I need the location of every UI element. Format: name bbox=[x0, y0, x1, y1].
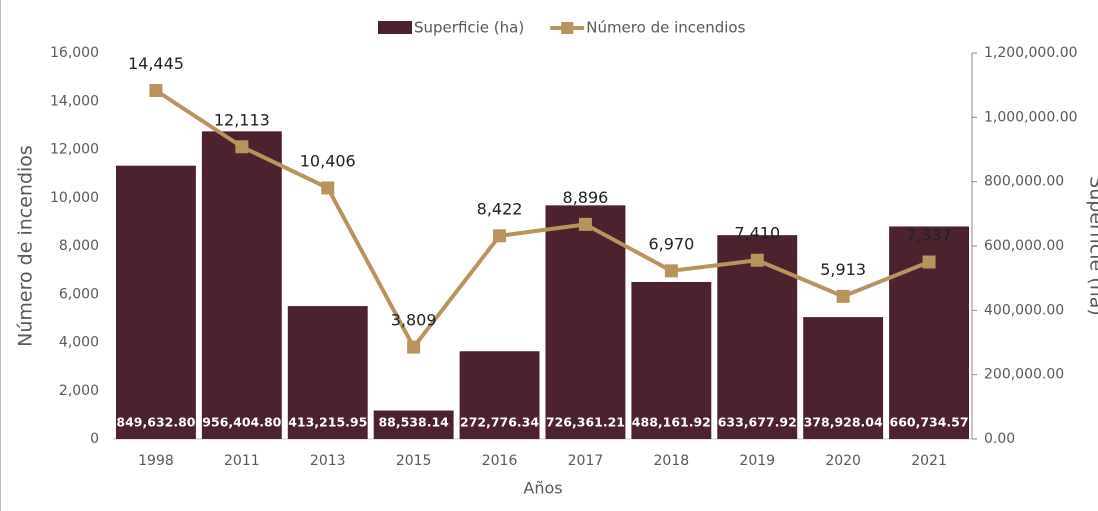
bar-value-label: 378,928.04 bbox=[804, 415, 883, 430]
line-marker bbox=[493, 229, 507, 243]
line-marker bbox=[407, 340, 421, 354]
x-tick-label: 2011 bbox=[224, 453, 260, 469]
bar bbox=[717, 235, 798, 439]
y2-tick-label: 400,000.00 bbox=[984, 302, 1064, 318]
legend-label: Superficie (ha) bbox=[414, 19, 524, 37]
y-tick-label: 6,000 bbox=[59, 286, 99, 302]
line-value-label: 7,337 bbox=[906, 225, 952, 244]
line-value-label: 10,406 bbox=[300, 151, 356, 170]
bar bbox=[459, 351, 540, 439]
x-tick-label: 2017 bbox=[568, 453, 604, 469]
y2-tick-label: 800,000.00 bbox=[984, 174, 1064, 190]
bar-value-label: 413,215.95 bbox=[288, 415, 367, 430]
y-tick-label: 2,000 bbox=[59, 383, 99, 399]
bar-value-label: 633,677.92 bbox=[718, 415, 797, 430]
x-tick-label: 2018 bbox=[654, 453, 690, 469]
bar-value-label: 726,361.21 bbox=[546, 415, 625, 430]
line-marker bbox=[922, 255, 936, 269]
line-marker bbox=[235, 140, 249, 154]
bar-value-label: 849,632.80 bbox=[116, 415, 195, 430]
bar-value-label: 488,161.92 bbox=[632, 415, 711, 430]
line-value-label: 14,445 bbox=[128, 54, 184, 73]
line-marker bbox=[664, 264, 678, 278]
y2-tick-label: 600,000.00 bbox=[984, 238, 1064, 254]
x-tick-label: 1998 bbox=[138, 453, 174, 469]
line bbox=[154, 88, 930, 351]
y-tick-label: 16,000 bbox=[50, 45, 99, 61]
line-value-label: 8,422 bbox=[477, 199, 523, 218]
bar-value-label: 956,404.80 bbox=[202, 415, 281, 430]
line-marker bbox=[578, 217, 592, 231]
line-value-label: 7,410 bbox=[734, 224, 780, 243]
line-value-label: 5,913 bbox=[820, 260, 866, 279]
y-tick-label: 10,000 bbox=[50, 190, 99, 206]
line-marker bbox=[321, 181, 335, 195]
y2-tick-label: 1,200,000.00 bbox=[984, 45, 1078, 61]
line-value-label: 3,809 bbox=[391, 311, 437, 330]
bar-value-label: 272,776.34 bbox=[460, 415, 539, 430]
bar bbox=[373, 410, 454, 439]
bar bbox=[116, 165, 196, 439]
bar-value-label: 88,538.14 bbox=[378, 415, 449, 430]
y-tick-label: 14,000 bbox=[50, 93, 99, 109]
y-tick-label: 0 bbox=[90, 431, 99, 447]
bar bbox=[201, 131, 282, 440]
y2-tick-label: 0.00 bbox=[984, 431, 1015, 447]
bar bbox=[545, 205, 626, 439]
y-tick-label: 4,000 bbox=[59, 335, 99, 351]
y2-axis-title: Superficie (ha) bbox=[1086, 176, 1098, 316]
y2-tick-label: 200,000.00 bbox=[984, 367, 1064, 383]
x-tick-label: 2015 bbox=[396, 453, 432, 469]
x-tick-label: 2021 bbox=[911, 453, 947, 469]
y-tick-label: 8,000 bbox=[59, 238, 99, 254]
y-tick-label: 12,000 bbox=[50, 142, 99, 158]
line-marker bbox=[750, 253, 764, 267]
line-marker bbox=[149, 84, 163, 98]
bar bbox=[287, 306, 368, 439]
x-tick-label: 2013 bbox=[310, 453, 346, 469]
bar bbox=[631, 281, 712, 439]
x-axis-title: Años bbox=[523, 479, 562, 498]
line-value-label: 12,113 bbox=[214, 110, 270, 129]
x-tick-label: 2016 bbox=[482, 453, 518, 469]
y-axis-title: Número de incendios bbox=[15, 145, 37, 347]
y2-tick-label: 1,000,000.00 bbox=[984, 109, 1078, 125]
legend-label: Número de incendios bbox=[586, 19, 745, 37]
line-marker bbox=[836, 289, 850, 303]
legend-swatch bbox=[561, 22, 574, 34]
line-value-label: 6,970 bbox=[648, 234, 694, 253]
legend-swatch bbox=[378, 21, 412, 34]
x-tick-label: 2019 bbox=[739, 453, 775, 469]
x-tick-label: 2020 bbox=[825, 453, 861, 469]
bar-value-label: 660,734.57 bbox=[890, 415, 969, 430]
bar bbox=[803, 317, 884, 439]
line-value-label: 8,896 bbox=[563, 188, 609, 207]
